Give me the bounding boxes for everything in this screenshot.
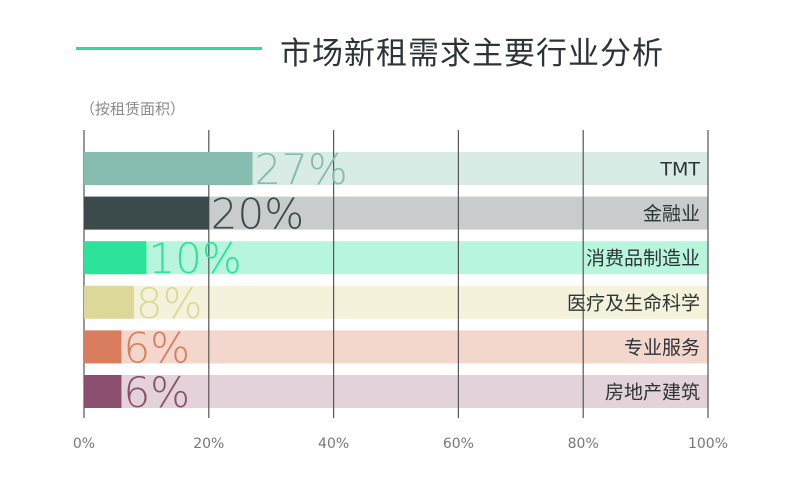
bar-value-label: 20% xyxy=(211,190,304,239)
title-accent-line xyxy=(76,47,262,50)
bar-track xyxy=(84,330,708,364)
bar-value-label: 8% xyxy=(136,279,203,328)
x-tick-label: 100% xyxy=(688,436,728,452)
category-label: 医疗及生命科学 xyxy=(567,292,700,314)
bar-track xyxy=(84,285,708,319)
bar xyxy=(84,241,147,275)
bar-track xyxy=(84,375,708,408)
bar-track xyxy=(84,241,708,275)
bar-value-label: 6% xyxy=(123,323,190,372)
category-label: 金融业 xyxy=(643,203,700,225)
bar-value-label: 27% xyxy=(254,145,347,194)
bar-value-label: 10% xyxy=(148,234,241,283)
bar-value-label: 6% xyxy=(123,368,190,417)
bar xyxy=(84,375,122,408)
x-tick-label: 60% xyxy=(443,436,474,452)
bar xyxy=(84,330,122,364)
bar xyxy=(84,196,209,230)
x-tick-label: 0% xyxy=(73,436,95,452)
category-label: TMT xyxy=(659,159,700,181)
x-tick-label: 40% xyxy=(318,436,349,452)
chart-title: 市场新租需求主要行业分析 xyxy=(280,36,664,72)
bar xyxy=(84,285,134,319)
x-tick-label: 20% xyxy=(193,436,224,452)
bar xyxy=(84,152,253,185)
category-label: 专业服务 xyxy=(624,337,700,359)
x-tick-label: 80% xyxy=(568,436,599,452)
category-label: 消费品制造业 xyxy=(586,248,700,270)
category-label: 房地产建筑 xyxy=(605,382,700,404)
chart-subtitle: （按租赁面积） xyxy=(80,100,186,118)
